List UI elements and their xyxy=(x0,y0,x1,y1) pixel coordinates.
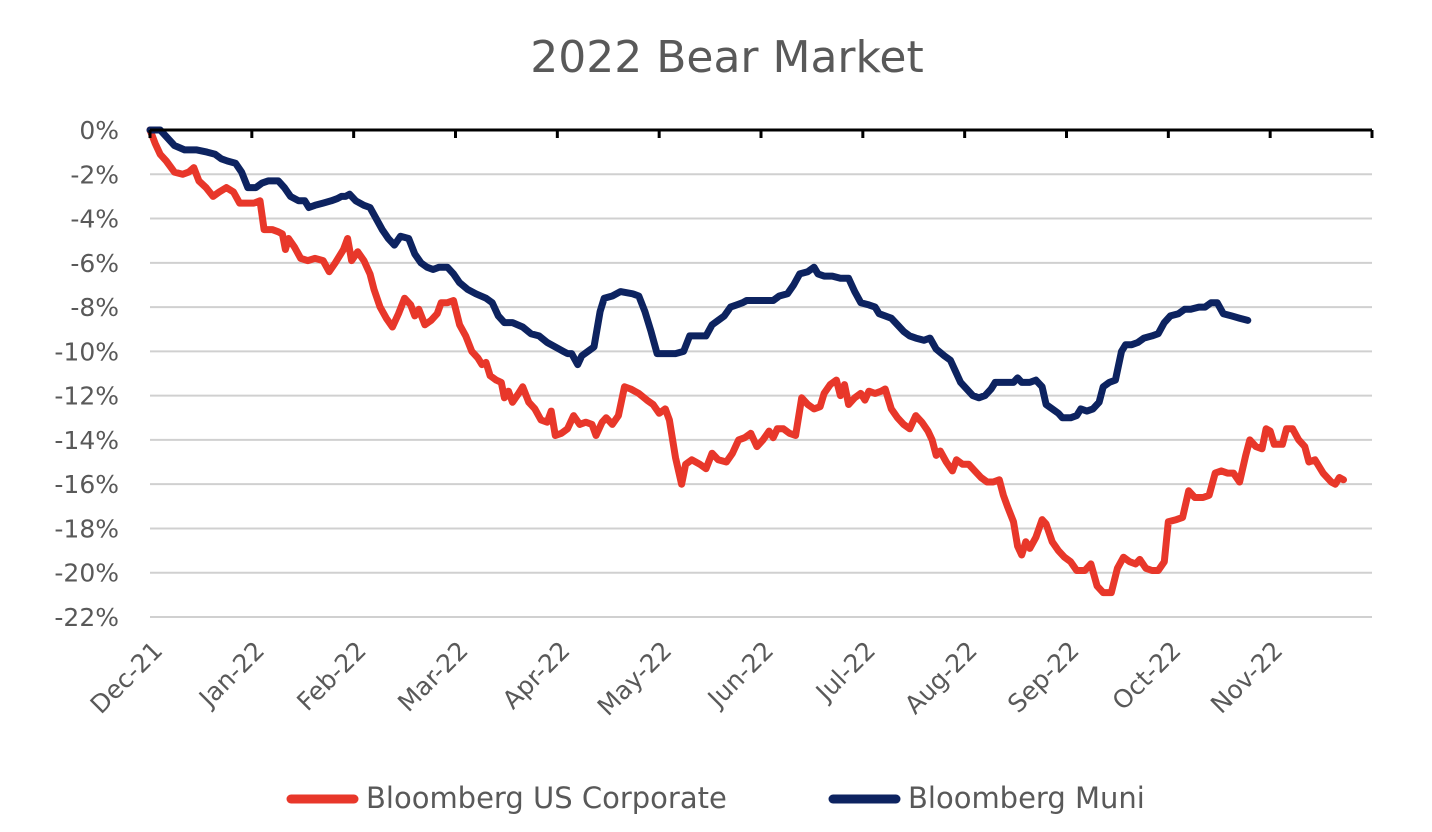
y-tick-label: -10% xyxy=(54,337,119,366)
series-lines xyxy=(146,126,1347,597)
x-tick-label: Apr-22 xyxy=(497,636,576,715)
y-tick-label: -14% xyxy=(54,426,119,455)
x-tick-label: Jan-22 xyxy=(192,636,270,714)
x-tick-label: Jul-22 xyxy=(809,636,881,708)
y-tick-label: 0% xyxy=(79,116,119,145)
y-tick-label: -6% xyxy=(70,249,119,278)
x-tick-label: Dec-21 xyxy=(85,636,169,720)
x-axis xyxy=(148,128,1374,138)
x-tick-label: Nov-22 xyxy=(1205,636,1288,719)
chart-title: 2022 Bear Market xyxy=(530,32,924,83)
legend: Bloomberg US Corporate Bloomberg Muni xyxy=(286,781,1145,815)
gridlines xyxy=(150,173,1372,618)
y-tick-label: -4% xyxy=(70,205,119,234)
x-axis-tick-labels: Dec-21 Jan-22 Feb-22 Mar-22 Apr-22 May-22 Jun-… xyxy=(85,636,1289,722)
legend-label-corporate: Bloomberg US Corporate xyxy=(366,781,727,815)
x-tick-label: Aug-22 xyxy=(899,636,983,720)
y-tick-label: -2% xyxy=(70,160,119,189)
x-tick-label: May-22 xyxy=(592,636,678,722)
y-axis-tick-labels: 0% -2% -4% -6% -8% -10% -12% -14% -16% -18% -20% -2… xyxy=(54,116,119,632)
x-tick-label: Jun-22 xyxy=(701,636,779,714)
y-tick-label: -8% xyxy=(70,293,119,322)
y-tick-label: -18% xyxy=(54,514,119,543)
y-tick-label: -20% xyxy=(54,559,119,588)
y-tick-label: -12% xyxy=(54,382,119,411)
x-tick-label: Sep-22 xyxy=(1002,636,1085,719)
x-tick-label: Feb-22 xyxy=(291,636,372,717)
series-line-bloomberg-us-corporate xyxy=(146,126,1347,597)
x-tick-label: Mar-22 xyxy=(392,636,474,718)
x-tick-label: Oct-22 xyxy=(1107,636,1187,716)
series-line-bloomberg-muni xyxy=(146,126,1252,422)
y-tick-label: -16% xyxy=(54,470,119,499)
legend-label-muni: Bloomberg Muni xyxy=(908,781,1145,815)
y-tick-label: -22% xyxy=(54,603,119,632)
